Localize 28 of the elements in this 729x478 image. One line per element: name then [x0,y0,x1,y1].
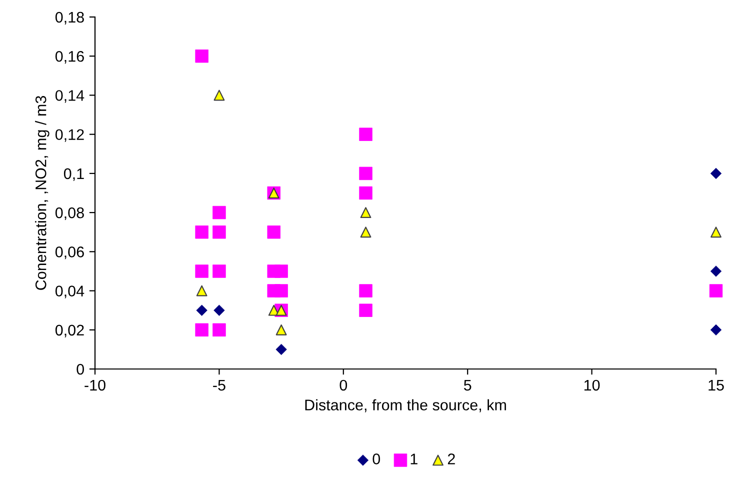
legend-label: 0 [372,454,380,464]
x-tick-label: 5 [464,380,472,391]
legend-label: 1 [410,454,418,464]
y-tick-label: 0,18 [55,12,84,24]
x-tick-label: 10 [584,380,600,391]
y-tick-label: 0,12 [55,129,84,142]
y-tick-label: 0,06 [55,246,84,260]
point [276,324,287,336]
legend-label: 2 [448,454,455,464]
y-tick-label: 0,16 [55,50,84,64]
x-axis-title: Distance, from the source, km [305,399,506,412]
point [710,266,722,277]
x-tick-label: 15 [708,380,724,391]
y-tick-label: 0,1 [64,168,84,181]
y-tick-label: 0,02 [55,324,84,338]
y-tick-label: 0,04 [55,286,84,298]
y-tick-label: 0,08 [55,207,84,220]
point [360,207,372,218]
point [196,285,208,296]
y-tick-label: 0,14 [55,90,84,103]
x-tick-label: 0 [340,380,348,391]
y-tick-label: 0 [76,364,84,375]
point [360,226,372,238]
y-axis-title: Conentration, ,NO2, mg / m3 [35,96,50,290]
point [214,90,225,101]
x-tick-label: -5 [213,380,226,391]
x-tick-label: -10 [84,380,106,391]
point [710,226,722,238]
